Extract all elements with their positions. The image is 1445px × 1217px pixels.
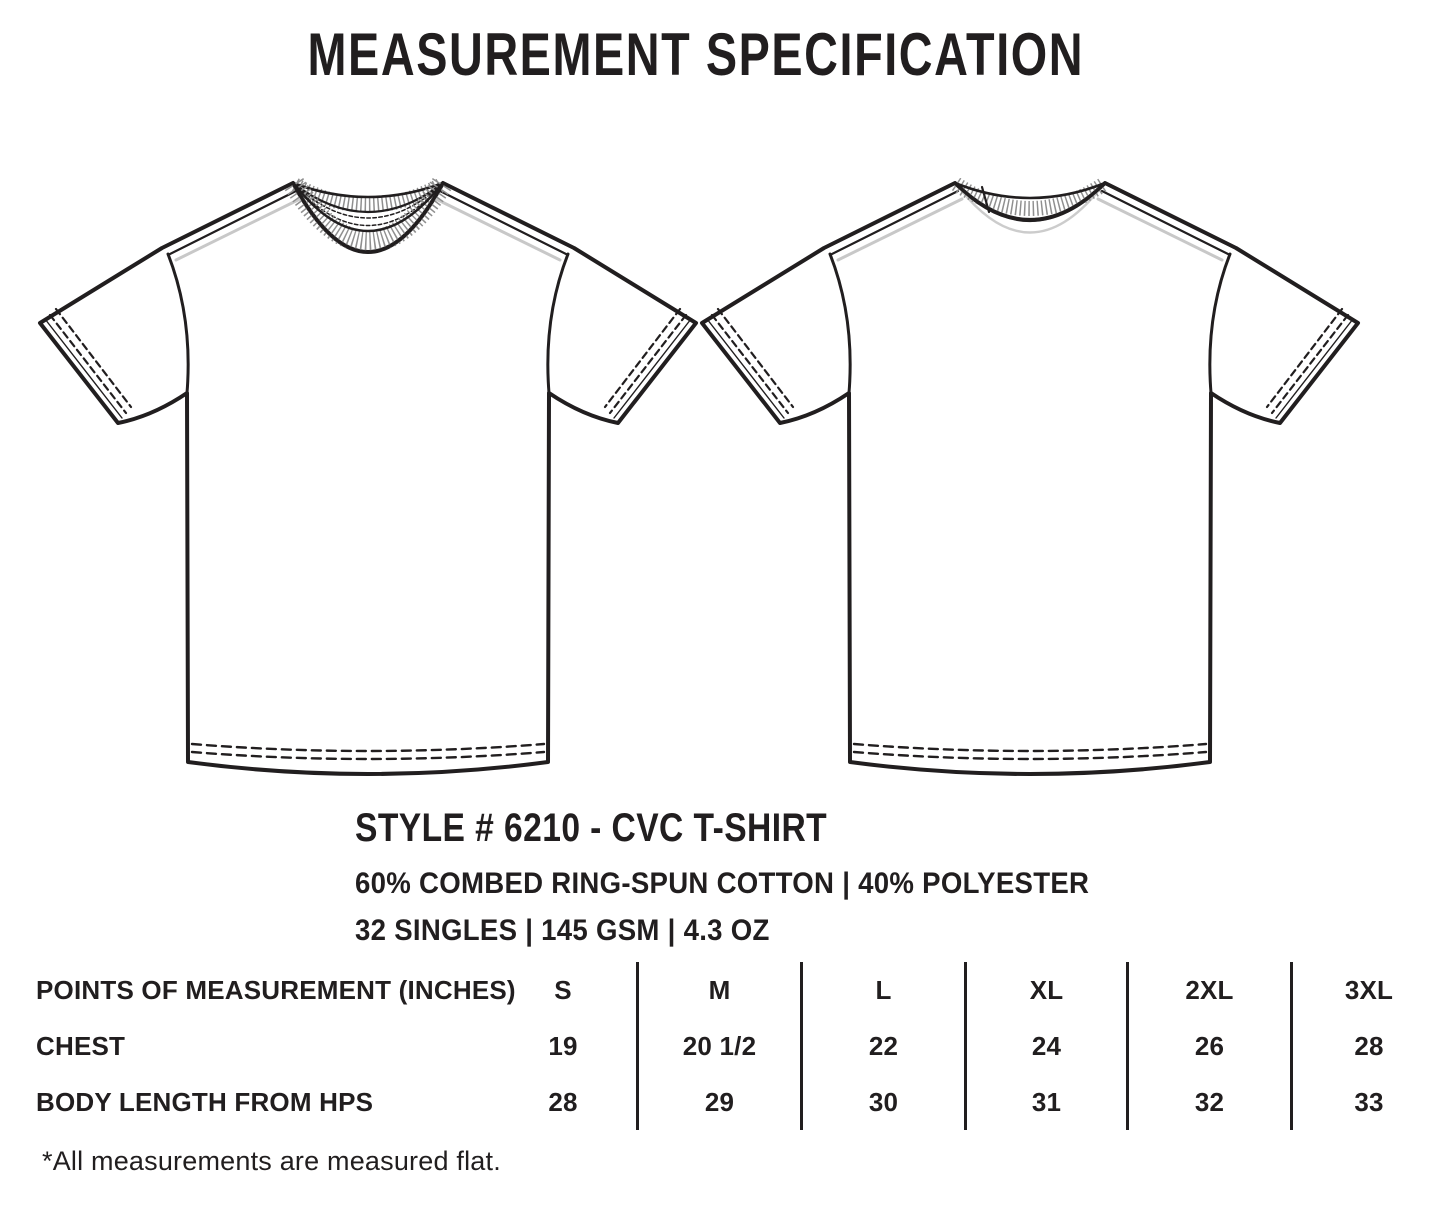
- chest-value-s: 19: [548, 1030, 578, 1061]
- back-collar-outer-edge: [953, 181, 1107, 222]
- front-body-outline: [38, 181, 698, 776]
- collar-back-stitch-2: [298, 189, 438, 227]
- size-header-xl: XL: [1029, 974, 1064, 1005]
- back-right-cuff-inner-line: [1275, 318, 1354, 419]
- back-body-outline: [700, 181, 1360, 776]
- back-left-shoulder-shadow: [836, 197, 964, 262]
- footnote: *All measurements are measured flat.: [42, 1146, 501, 1176]
- back-collar-seam-tick: [980, 185, 991, 214]
- chest-value-m: 20 1/2: [682, 1030, 757, 1061]
- size-column-s: S 19 28: [490, 962, 636, 1130]
- front-left-cuff-stitch-2: [54, 307, 133, 409]
- size-header-2xl: 2XL: [1185, 974, 1234, 1005]
- collar-back-band-edge: [291, 181, 445, 214]
- size-chart-label-column: POINTS OF MEASUREMENT (INCHES) CHEST BOD…: [0, 962, 516, 1130]
- back-left-armhole-seam: [828, 252, 852, 395]
- chest-value-xl: 24: [1031, 1030, 1062, 1061]
- front-left-cuff-stitch-1: [48, 313, 128, 415]
- back-left-cuff-stitch-2: [716, 307, 795, 409]
- collar-front-inner-edge: [293, 183, 443, 233]
- size-header-m: M: [708, 974, 731, 1005]
- front-left-shoulder-shadow: [174, 197, 302, 262]
- back-collar-ribbing: [951, 178, 1109, 216]
- page-title-text: MEASUREMENT SPECIFICATION: [307, 21, 1085, 88]
- back-left-shoulder-seam: [828, 189, 960, 257]
- body-length-value-l: 30: [868, 1086, 899, 1117]
- back-left-cuff-stitch-1: [710, 313, 790, 415]
- front-right-armhole-seam: [546, 252, 570, 395]
- size-chart: POINTS OF MEASUREMENT (INCHES) CHEST BOD…: [0, 962, 1445, 1130]
- front-right-shoulder-seam: [438, 189, 570, 257]
- size-column-m: M 20 1/2 29: [636, 962, 800, 1130]
- back-right-armhole-seam: [1208, 252, 1232, 395]
- front-hem-stitch-1: [190, 742, 546, 753]
- fabric-content: 60% COMBED RING-SPUN COTTON | 40% POLYES…: [355, 867, 1090, 900]
- back-hem-stitch-1: [852, 742, 1208, 753]
- back-right-shoulder-shadow: [1096, 197, 1224, 262]
- front-left-armhole-seam: [166, 252, 190, 395]
- back-right-cuff-stitch-1: [1270, 313, 1350, 415]
- tshirt-front-drawing: [38, 178, 698, 776]
- front-right-cuff-stitch-2: [603, 307, 682, 409]
- row-label-chest: CHEST: [36, 1030, 126, 1061]
- collar-front-ribbing: [284, 178, 452, 253]
- style-name: STYLE # 6210 - CVC T-SHIRT: [355, 806, 828, 850]
- front-left-cuff-inner-line: [44, 318, 123, 419]
- size-chart-corner-label: POINTS OF MEASUREMENT (INCHES): [36, 974, 516, 1005]
- body-length-value-2xl: 32: [1194, 1086, 1225, 1117]
- size-header-s: S: [554, 974, 572, 1005]
- style-info: STYLE # 6210 - CVC T-SHIRT 60% COMBED RI…: [355, 806, 1153, 954]
- body-length-value-s: 28: [548, 1086, 578, 1117]
- tshirt-front-diagram: [36, 178, 700, 778]
- page-title: MEASUREMENT SPECIFICATION: [0, 20, 1392, 89]
- size-column-2xl: 2XL 26 32: [1126, 962, 1290, 1130]
- back-hem-stitch-2: [852, 750, 1208, 761]
- back-right-cuff-stitch-2: [1265, 307, 1344, 409]
- back-right-shoulder-seam: [1100, 189, 1232, 257]
- front-right-cuff-inner-line: [613, 318, 692, 419]
- size-column-l: L 22 30: [800, 962, 964, 1130]
- collar-back-stitch-1: [296, 186, 440, 219]
- front-hem-stitch-2: [190, 750, 546, 761]
- chest-value-3xl: 28: [1354, 1030, 1384, 1061]
- size-column-xl: XL 24 31: [964, 962, 1126, 1130]
- size-header-l: L: [875, 974, 892, 1005]
- front-right-cuff-stitch-1: [608, 313, 688, 415]
- row-label-body-length: BODY LENGTH FROM HPS: [36, 1086, 374, 1117]
- size-column-3xl: 3XL 28 33: [1290, 962, 1445, 1130]
- tshirt-back-diagram: [698, 178, 1362, 778]
- tshirt-back-drawing: [700, 178, 1360, 776]
- front-right-shoulder-shadow: [434, 197, 562, 262]
- front-left-shoulder-seam: [166, 189, 298, 257]
- size-header-3xl: 3XL: [1344, 974, 1394, 1005]
- collar-front-outer-edge: [291, 181, 445, 254]
- chest-value-2xl: 26: [1194, 1030, 1225, 1061]
- body-length-value-xl: 31: [1031, 1086, 1062, 1117]
- back-collar-fold: [953, 181, 1107, 200]
- back-collar-shadow: [959, 188, 1101, 234]
- body-length-value-3xl: 33: [1354, 1086, 1384, 1117]
- chest-value-l: 22: [868, 1030, 899, 1061]
- back-left-cuff-inner-line: [706, 318, 785, 419]
- fabric-specs: 32 SINGLES | 145 GSM | 4.3 OZ: [355, 914, 770, 947]
- body-length-value-m: 29: [704, 1086, 735, 1117]
